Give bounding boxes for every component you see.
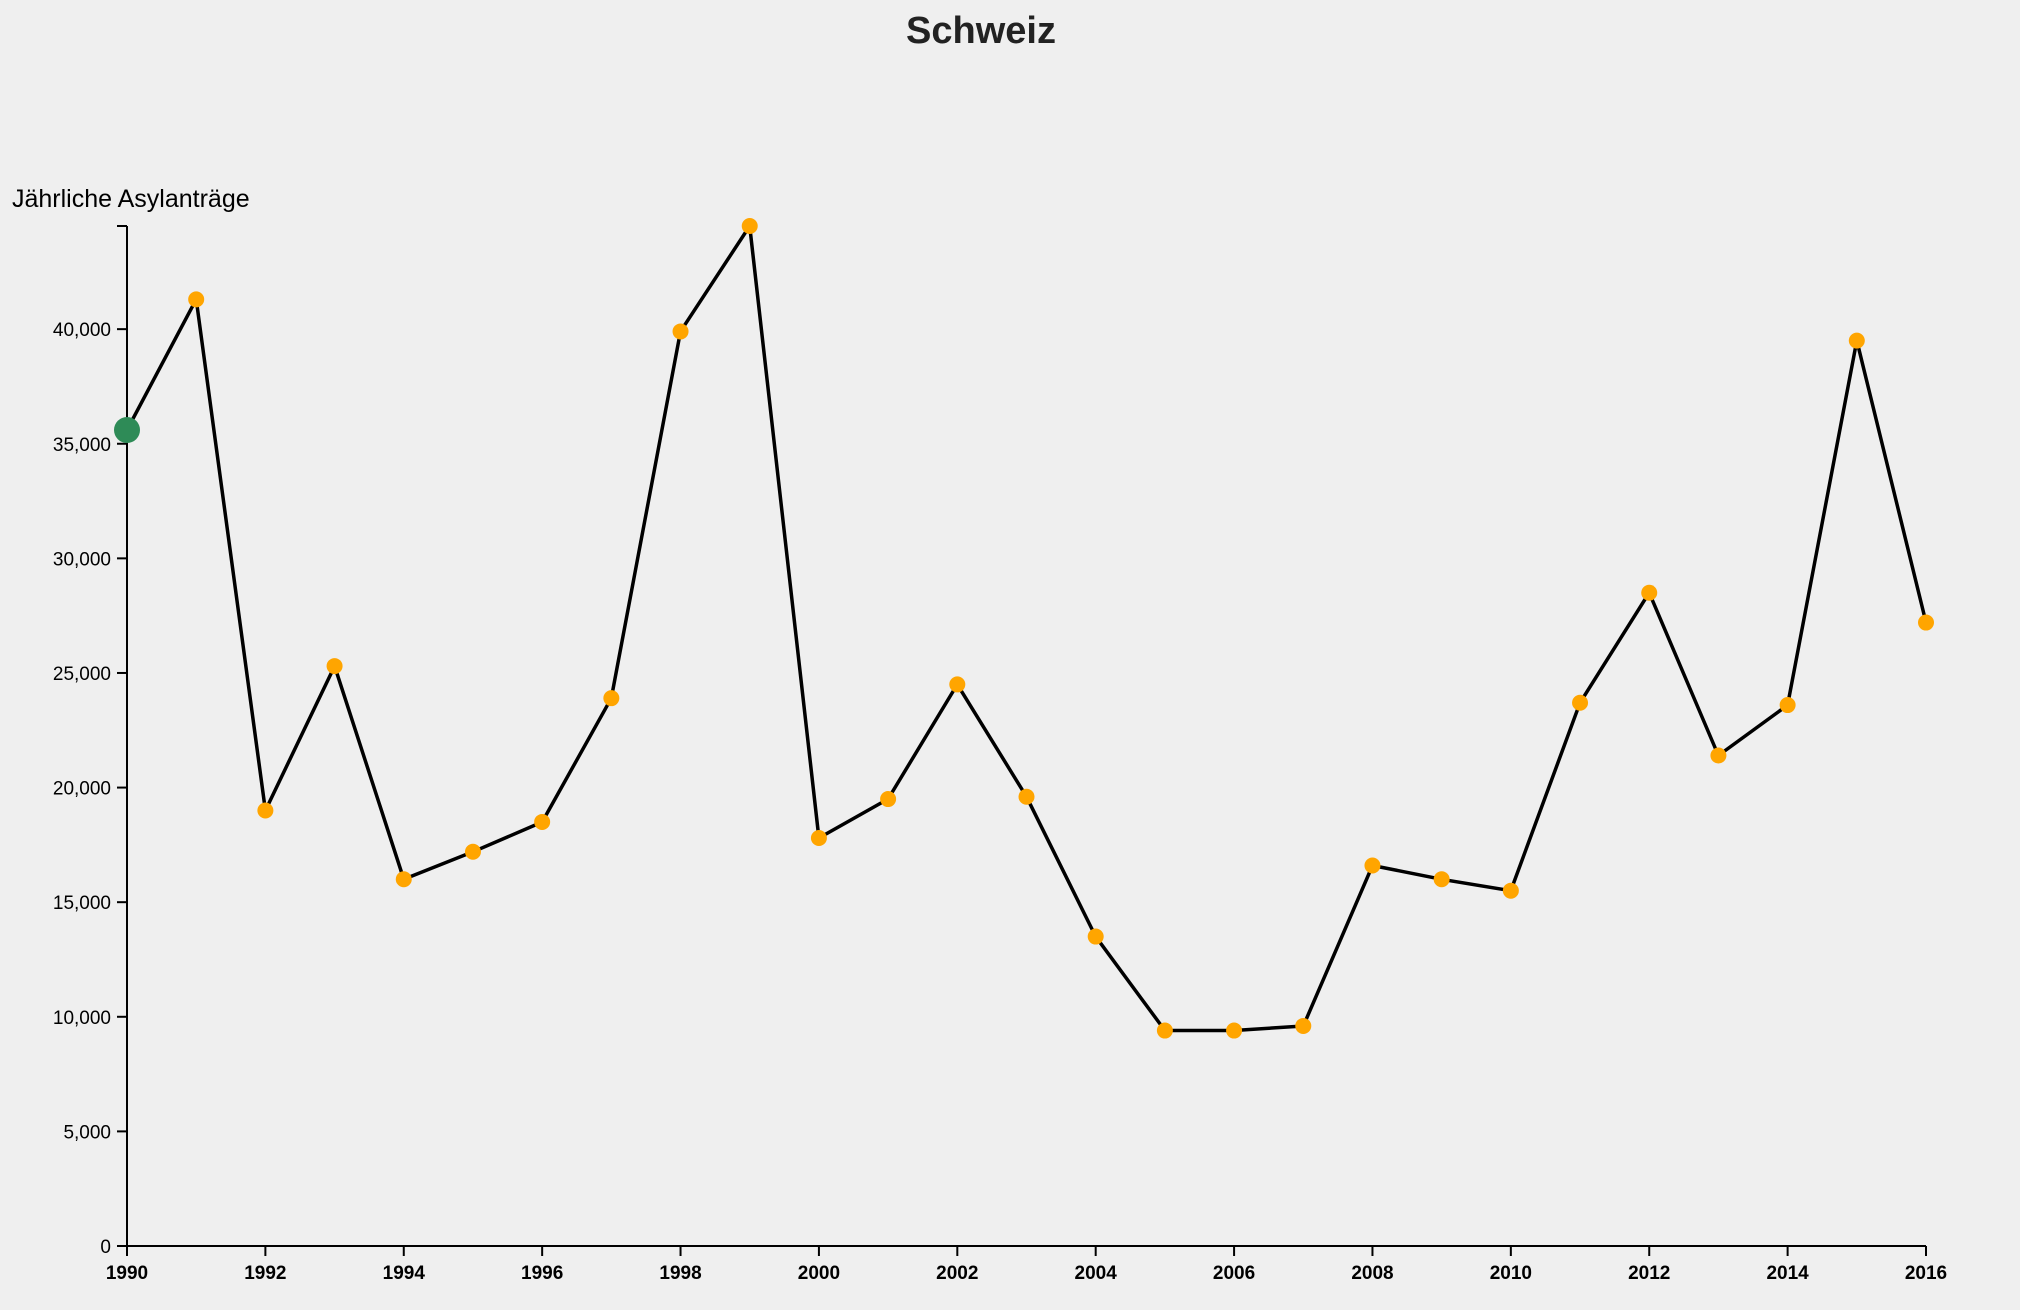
data-point[interactable] (880, 791, 897, 808)
x-tick-label: 1998 (659, 1263, 701, 1284)
y-tick-label: 20,000 (53, 779, 111, 800)
y-axis: 0 5,000 10,000 15,000 20,000 25,000 30,000 35,0… (53, 225, 128, 1258)
data-point[interactable] (326, 658, 343, 675)
y-tick-label: 10,000 (53, 1008, 111, 1029)
data-point[interactable] (1848, 332, 1865, 349)
x-tick-label: 1994 (383, 1263, 426, 1284)
x-tick-label: 2008 (1351, 1263, 1393, 1284)
data-point[interactable] (1710, 747, 1727, 764)
x-tick-label: 2012 (1628, 1263, 1670, 1284)
x-tick-label: 2000 (798, 1263, 840, 1284)
x-tick-label: 2010 (1490, 1263, 1532, 1284)
data-point[interactable] (464, 843, 481, 860)
series-layer (125, 224, 1928, 1033)
data-point[interactable] (257, 802, 274, 819)
x-tick-label: 2002 (936, 1263, 978, 1284)
data-point[interactable] (603, 690, 620, 707)
marker-layer (114, 218, 1934, 1039)
y-tick-label: 35,000 (53, 435, 111, 456)
x-tick-label: 2016 (1905, 1263, 1947, 1284)
y-axis-title: Jährliche Asylanträge (12, 185, 250, 213)
data-point[interactable] (534, 813, 551, 830)
y-tick-label: 5,000 (63, 1122, 111, 1143)
chart-title: Schweiz (906, 10, 1056, 52)
data-point[interactable] (1433, 871, 1450, 888)
y-tick-label: 25,000 (53, 664, 111, 685)
x-tick-label: 1990 (106, 1263, 148, 1284)
x-tick-label: 2004 (1075, 1263, 1118, 1284)
data-point[interactable] (1156, 1022, 1173, 1039)
x-axis: 1990 1992 1994 1996 1998 2000 2002 2004 2006 2008… (106, 1245, 1947, 1284)
data-point[interactable] (1779, 697, 1796, 714)
data-point[interactable] (1641, 584, 1658, 601)
data-point[interactable] (741, 218, 758, 234)
data-point[interactable] (672, 323, 689, 340)
data-point[interactable] (395, 871, 412, 888)
data-point[interactable] (1918, 614, 1934, 631)
data-point[interactable] (1226, 1022, 1243, 1039)
series-line (125, 224, 1928, 1033)
y-tick-label: 0 (100, 1237, 111, 1258)
y-tick-label: 30,000 (53, 549, 111, 570)
data-point[interactable] (1572, 694, 1589, 711)
data-point[interactable] (949, 676, 966, 693)
data-point[interactable] (1018, 788, 1035, 805)
data-point[interactable] (1087, 928, 1104, 945)
data-point[interactable] (810, 830, 827, 846)
x-tick-label: 1992 (244, 1263, 286, 1284)
data-point[interactable] (1502, 882, 1519, 899)
x-tick-label: 2014 (1766, 1263, 1809, 1284)
x-tick-label: 1996 (521, 1263, 563, 1284)
y-tick-label: 15,000 (53, 893, 111, 914)
x-tick-label: 2006 (1213, 1263, 1255, 1284)
data-point[interactable] (188, 291, 205, 308)
data-point[interactable] (1364, 857, 1381, 874)
y-tick-label: 40,000 (53, 320, 111, 341)
data-point-highlighted[interactable] (114, 417, 140, 443)
data-point[interactable] (1295, 1017, 1312, 1034)
